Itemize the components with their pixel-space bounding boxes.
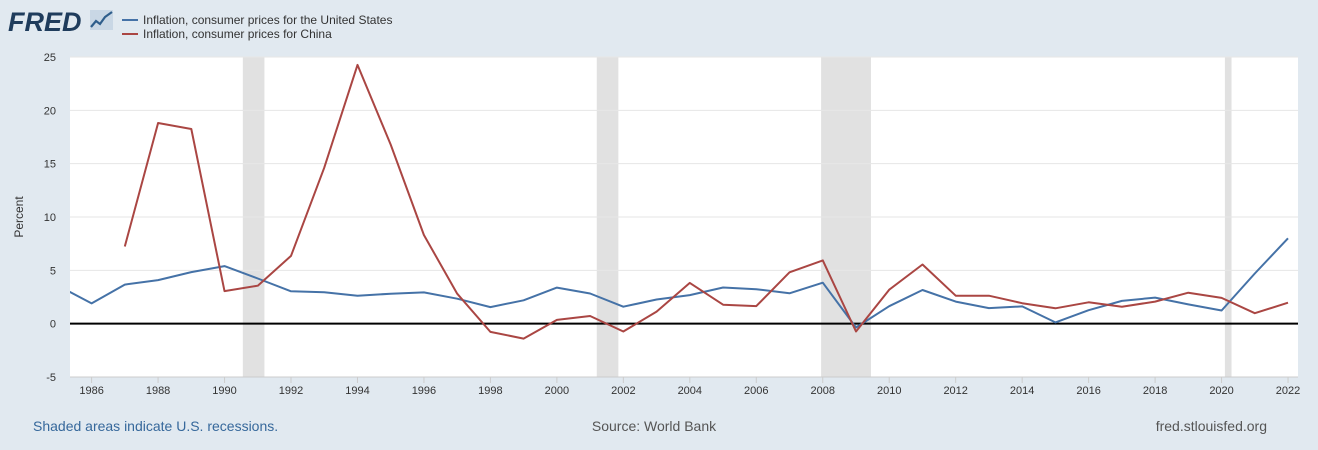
x-tick-label: 2018 [1143, 385, 1167, 397]
site-link[interactable]: fred.stlouisfed.org [1156, 418, 1267, 434]
y-axis-label: Percent [12, 196, 26, 238]
x-tick-label: 1998 [478, 385, 502, 397]
x-tick-label: 1994 [345, 385, 369, 397]
fred-logo-text: FRED [8, 7, 82, 37]
x-tick-label: 2016 [1076, 385, 1100, 397]
y-tick-label: 15 [44, 159, 56, 171]
x-tick-label: 2000 [545, 385, 569, 397]
x-axis: 1986 1988 1990 1992 1994 1996 1998 2000 2002 2004… [70, 376, 1300, 397]
legend: Inflation, consumer prices for the Unite… [122, 13, 392, 41]
x-tick-label: 2004 [678, 385, 702, 397]
y-tick-label: 25 [44, 52, 56, 64]
y-axis: -5 0 5 10 15 20 25 [44, 52, 56, 384]
y-tick-label: 0 [50, 319, 56, 331]
recession-note[interactable]: Shaded areas indicate U.S. recessions. [33, 418, 278, 434]
x-tick-label: 2006 [744, 385, 768, 397]
legend-item-china[interactable]: Inflation, consumer prices for China [122, 27, 332, 41]
x-tick-label: 2010 [877, 385, 901, 397]
x-tick-label: 2008 [811, 385, 835, 397]
x-tick-label: 1988 [146, 385, 170, 397]
legend-item-us[interactable]: Inflation, consumer prices for the Unite… [122, 13, 392, 27]
x-tick-label: 1996 [412, 385, 436, 397]
x-tick-label: 2002 [611, 385, 635, 397]
legend-label-us: Inflation, consumer prices for the Unite… [143, 13, 392, 27]
series-lines [70, 63, 1289, 340]
x-tick-label: 1986 [79, 385, 103, 397]
fred-logo[interactable]: FRED [8, 7, 113, 37]
x-tick-label: 2022 [1276, 385, 1300, 397]
source-text: Source: World Bank [592, 418, 717, 434]
y-tick-label: 5 [50, 265, 56, 277]
x-tick-label: 1992 [279, 385, 303, 397]
x-tick-label: 2012 [943, 385, 967, 397]
y-tick-label: 10 [44, 212, 56, 224]
x-tick-label: 2020 [1209, 385, 1233, 397]
x-tick-label: 1990 [212, 385, 236, 397]
y-tick-label: 20 [44, 105, 56, 117]
series-line-china[interactable] [123, 63, 1289, 340]
y-tick-label: -5 [46, 372, 56, 384]
legend-label-china: Inflation, consumer prices for China [143, 27, 332, 41]
x-tick-label: 2014 [1010, 385, 1034, 397]
fred-chart-line-icon [90, 10, 113, 30]
